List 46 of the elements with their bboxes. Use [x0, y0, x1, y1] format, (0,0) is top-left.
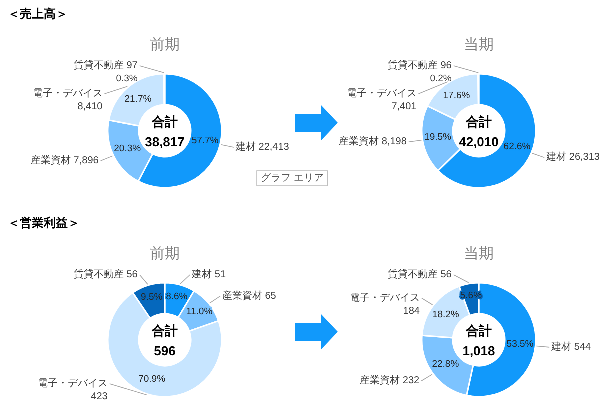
- text: 合計: [465, 114, 492, 130]
- chart-title: 当期: [464, 246, 494, 262]
- slice-label: 建材 22,413: [234, 141, 290, 154]
- slice-label: 産業資材 7,896: [31, 154, 100, 166]
- data-label: 70.9%: [138, 374, 166, 385]
- data-label: 18.2%: [432, 309, 460, 320]
- data-label: 0.2%: [430, 74, 452, 84]
- data-label: 11.0%: [186, 306, 214, 318]
- slice-label: 賃貸不動産 56: [74, 268, 138, 280]
- text: 合計: [151, 324, 178, 338]
- slice-label: 建材 51: [191, 268, 226, 280]
- data-label: 17.6%: [443, 90, 471, 102]
- slice-label: 産業資材 8,198: [339, 136, 408, 148]
- slice-label: 電子・デバイス 7,401: [346, 88, 418, 112]
- chart-title: 前期: [150, 246, 180, 262]
- data-label: 20.3%: [114, 144, 142, 155]
- slice-label: 電子・デバイス 8,410: [32, 88, 104, 112]
- slice-label: 賃貸不動産 97: [74, 60, 138, 72]
- slice-label: 産業資材 65: [222, 290, 277, 302]
- text: 合計: [465, 324, 492, 338]
- text: 42,010: [459, 134, 499, 150]
- text: 1,018: [462, 344, 496, 358]
- data-label: 22.8%: [432, 359, 460, 370]
- text: グラフ エリア: [261, 173, 324, 184]
- chart-title: 当期: [464, 36, 494, 54]
- chart-title: 前期: [150, 36, 180, 54]
- slice-label: 賃貸不動産 96: [388, 60, 452, 72]
- data-label: 57.7%: [192, 135, 220, 146]
- slice-label: 建材 544: [550, 340, 592, 353]
- data-label: 21.7%: [124, 94, 152, 105]
- data-label: 0.3%: [116, 74, 138, 84]
- data-label: 62.6%: [504, 142, 532, 153]
- text: ＜売上高＞: [8, 7, 68, 21]
- text: 合計: [151, 114, 178, 130]
- slice-label: 建材 26,313: [546, 151, 600, 164]
- slice-label: 産業資材 232: [360, 374, 420, 387]
- data-label: 9.5%: [141, 292, 164, 303]
- data-label: 19.5%: [424, 132, 452, 144]
- data-label: 53.5%: [506, 338, 534, 350]
- slice-label: 電子・デバイス 423: [38, 378, 108, 402]
- slice-label: 賃貸不動産 56: [388, 268, 452, 280]
- text: ＜営業利益＞: [8, 216, 80, 230]
- slice-label: 電子・デバイス 184: [350, 292, 420, 317]
- text: 596: [154, 344, 176, 358]
- data-label: 8.6%: [166, 292, 188, 303]
- text: 38,817: [145, 134, 185, 150]
